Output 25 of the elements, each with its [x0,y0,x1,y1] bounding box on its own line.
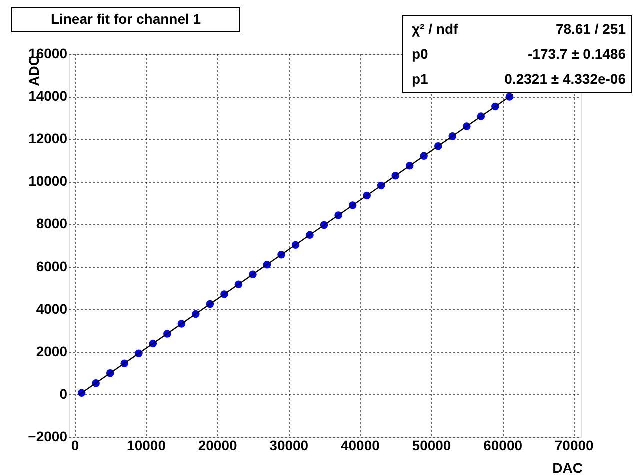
y-tick-label: 2000 [36,343,68,360]
x-tick-label: 50000 [412,438,452,454]
x-tick-label: 10000 [127,438,166,454]
x-tick-label: 60000 [484,438,523,454]
text: χ² / ndf [412,21,458,37]
y-tick-label: 14000 [28,88,68,104]
annotation: p1 [412,71,429,87]
x-tick-label: 30000 [270,438,309,454]
x-axis-title: DAC [552,460,583,475]
x-tick-label: 40000 [340,438,380,454]
y-tick-label: −2000 [28,428,68,444]
y-tick-label: 10000 [28,173,68,190]
x-tick-label: 70000 [554,438,594,454]
y-tick-label: 0 [60,386,68,402]
annotation: p0 [412,46,429,62]
y-tick-label: 4000 [36,300,68,317]
y-tick-label: 12000 [28,130,68,147]
annotation: 0.2321 ± 4.332e-06 [504,71,626,87]
chart-title: Linear fit for channel 1 [50,11,202,27]
y-tick-label: 6000 [36,258,68,274]
x-tick-label: 0 [71,438,80,454]
annotation: -173.7 ± 0.1486 [528,46,626,62]
x-tick-label: 20000 [198,438,238,454]
y-tick-label: 8000 [36,216,68,232]
text: 78.61 / 251 [556,21,626,37]
